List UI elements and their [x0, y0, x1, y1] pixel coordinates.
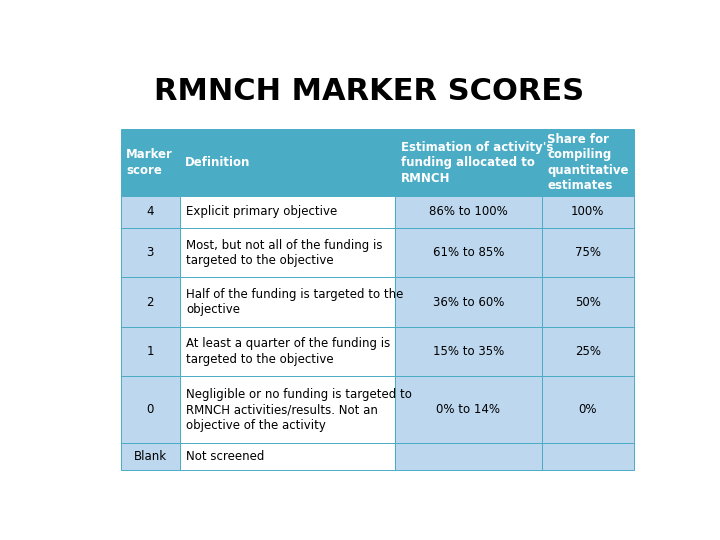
Text: Definition: Definition	[185, 156, 251, 169]
Text: Share for
compiling
quantitative
estimates: Share for compiling quantitative estimat…	[547, 133, 629, 192]
Text: Half of the funding is targeted to the
objective: Half of the funding is targeted to the o…	[186, 288, 404, 316]
Bar	[180, 278, 395, 327]
Text: 15% to 35%: 15% to 35%	[433, 345, 504, 358]
Text: Blank: Blank	[134, 450, 167, 463]
Text: 0% to 14%: 0% to 14%	[436, 403, 500, 416]
Text: 0: 0	[147, 403, 154, 416]
Text: Explicit primary objective: Explicit primary objective	[186, 205, 338, 218]
Text: 4: 4	[146, 205, 154, 218]
Bar	[395, 228, 541, 278]
Text: 1: 1	[146, 345, 154, 358]
Bar	[121, 196, 180, 228]
Bar	[541, 196, 634, 228]
Bar	[395, 278, 541, 327]
Text: Not screened: Not screened	[186, 450, 265, 463]
Bar	[395, 196, 541, 228]
Bar	[395, 327, 541, 376]
Bar	[395, 376, 541, 443]
Text: 36% to 60%: 36% to 60%	[433, 296, 504, 309]
Text: 61% to 85%: 61% to 85%	[433, 246, 504, 259]
Bar	[180, 228, 395, 278]
Bar	[180, 443, 395, 470]
Bar	[121, 327, 180, 376]
Bar	[121, 129, 180, 196]
Bar	[541, 278, 634, 327]
Bar	[541, 129, 634, 196]
Text: 50%: 50%	[575, 296, 600, 309]
Bar	[180, 196, 395, 228]
Bar	[121, 278, 180, 327]
Text: 25%: 25%	[575, 345, 601, 358]
Text: Negligible or no funding is targeted to
RMNCH activities/results. Not an
objecti: Negligible or no funding is targeted to …	[186, 388, 413, 431]
Text: 0%: 0%	[579, 403, 597, 416]
Text: 100%: 100%	[571, 205, 605, 218]
Text: RMNCH MARKER SCORES: RMNCH MARKER SCORES	[154, 77, 584, 106]
Bar	[541, 327, 634, 376]
Text: At least a quarter of the funding is
targeted to the objective: At least a quarter of the funding is tar…	[186, 338, 391, 366]
Bar	[541, 376, 634, 443]
Bar	[541, 443, 634, 470]
Bar	[121, 376, 180, 443]
Text: 2: 2	[146, 296, 154, 309]
Text: 86% to 100%: 86% to 100%	[429, 205, 508, 218]
Bar	[541, 228, 634, 278]
Bar	[395, 443, 541, 470]
Bar	[180, 327, 395, 376]
Bar	[121, 443, 180, 470]
Text: Estimation of activity's
funding allocated to
RMNCH: Estimation of activity's funding allocat…	[401, 140, 553, 185]
Text: 75%: 75%	[575, 246, 601, 259]
Bar	[180, 376, 395, 443]
Bar	[180, 129, 395, 196]
Text: Most, but not all of the funding is
targeted to the objective: Most, but not all of the funding is targ…	[186, 239, 383, 267]
Bar	[395, 129, 541, 196]
Text: 3: 3	[147, 246, 154, 259]
Text: Marker
score: Marker score	[126, 148, 173, 177]
Bar	[121, 228, 180, 278]
